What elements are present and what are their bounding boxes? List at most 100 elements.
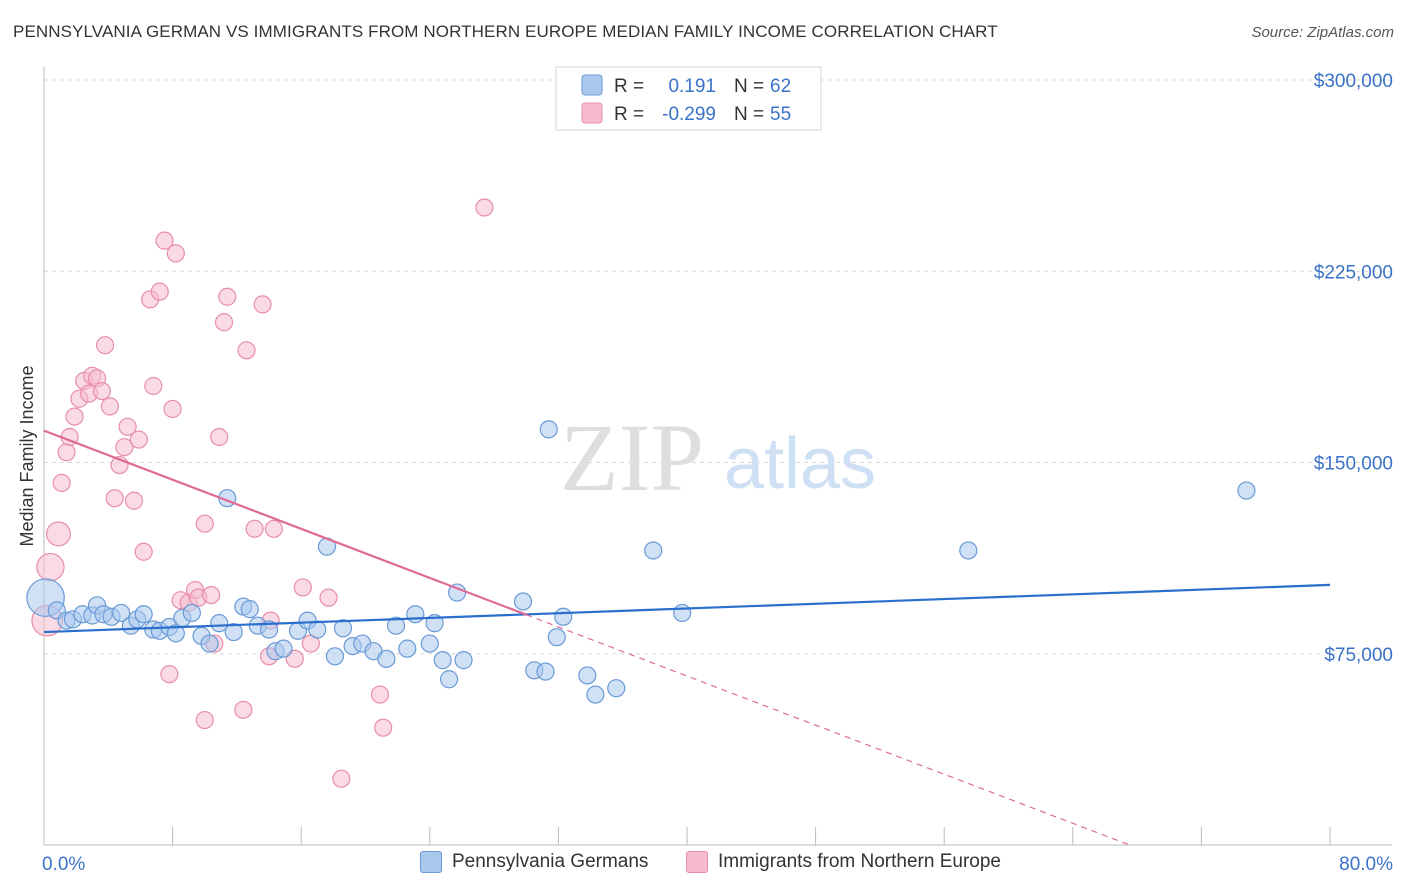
data-point-immigrants-northern-europe: [118, 417, 137, 436]
data-point-immigrants-northern-europe: [218, 287, 237, 306]
data-point-pennsylvania-germans: [166, 624, 185, 643]
data-point-pennsylvania-germans: [377, 649, 396, 668]
data-point-pennsylvania-germans: [673, 603, 692, 623]
data-point-immigrants-northern-europe: [285, 649, 304, 668]
legend-label-pennsylvania-germans: Pennsylvania Germans: [452, 851, 649, 872]
bottom-legend: Pennsylvania Germans Immigrants from Nor…: [0, 851, 1406, 879]
data-point-pennsylvania-germans: [333, 619, 353, 638]
watermark: ZIP atlas: [560, 404, 876, 511]
data-point-pennsylvania-germans: [420, 634, 439, 653]
stats-pink-n-label: N =: [734, 104, 764, 125]
series-immigrants-northern-europe: [31, 198, 494, 788]
data-point-immigrants-northern-europe: [100, 397, 120, 416]
data-point-pennsylvania-germans: [439, 670, 459, 689]
data-point-pennsylvania-germans: [539, 420, 558, 439]
data-point-immigrants-northern-europe: [155, 231, 174, 250]
data-point-pennsylvania-germans: [547, 628, 566, 647]
y-tick-label: $225,000: [1314, 262, 1393, 283]
data-point-pennsylvania-germans: [200, 634, 219, 653]
stats-pink-n-value: 55: [770, 104, 791, 125]
trend-line-pennsylvania-germans: [43, 583, 1331, 634]
x-tick-label-max: 80.0%: [1339, 854, 1393, 875]
data-point-immigrants-northern-europe: [237, 341, 256, 360]
data-point-immigrants-northern-europe: [245, 519, 264, 538]
data-point-immigrants-northern-europe: [253, 295, 272, 314]
data-point-pennsylvania-germans: [578, 666, 597, 685]
data-point-pennsylvania-germans: [607, 679, 626, 698]
data-point-pennsylvania-germans: [325, 647, 345, 666]
trend-lines: [43, 429, 1331, 846]
data-point-immigrants-northern-europe: [374, 718, 393, 737]
data-point-pennsylvania-germans: [210, 614, 229, 633]
data-point-immigrants-northern-europe: [92, 382, 111, 401]
y-tick-label: $150,000: [1314, 454, 1393, 475]
gridlines: [44, 79, 1392, 655]
data-point-pennsylvania-germans: [586, 685, 605, 704]
series-pennsylvania-germans: [26, 420, 1256, 704]
data-point-immigrants-northern-europe: [134, 542, 153, 561]
data-point-immigrants-northern-europe: [144, 376, 163, 396]
data-point-immigrants-northern-europe: [319, 588, 338, 607]
data-point-pennsylvania-germans: [398, 639, 417, 658]
y-axis-label: Median Family Income: [17, 365, 37, 546]
data-point-immigrants-northern-europe: [45, 521, 71, 547]
data-point-pennsylvania-germans: [644, 541, 663, 560]
data-point-pennsylvania-germans: [308, 620, 327, 639]
data-point-immigrants-northern-europe: [195, 710, 214, 730]
data-point-immigrants-northern-europe: [166, 244, 185, 263]
data-point-immigrants-northern-europe: [210, 427, 229, 447]
data-point-pennsylvania-germans: [240, 600, 259, 619]
chart-title: PENNSYLVANIA GERMAN VS IMMIGRANTS FROM N…: [13, 22, 998, 41]
data-point-immigrants-northern-europe: [370, 685, 390, 704]
data-point-pennsylvania-germans: [274, 639, 293, 658]
data-point-pennsylvania-germans: [554, 607, 573, 626]
data-point-immigrants-northern-europe: [105, 489, 124, 508]
data-point-pennsylvania-germans: [1237, 481, 1256, 500]
data-point-pennsylvania-germans: [182, 603, 201, 623]
legend-item-immigrants-northern-europe[interactable]: Immigrants from Northern Europe: [686, 851, 1001, 873]
legend-swatch-blue: [420, 851, 442, 873]
stats-pink-r-label: R =: [614, 104, 644, 125]
stats-legend: R = 0.191 N = 62 R = -0.299 N = 55: [555, 66, 822, 131]
data-point-immigrants-northern-europe: [264, 519, 283, 538]
stats-blue-swatch: [581, 74, 603, 96]
data-point-immigrants-northern-europe: [65, 407, 84, 426]
data-point-pennsylvania-germans: [259, 620, 279, 639]
x-tick-label-min: 0.0%: [42, 854, 85, 875]
data-point-immigrants-northern-europe: [150, 282, 169, 301]
trend-line-immigrants-northern-europe-extrapolated: [526, 614, 1130, 846]
data-point-pennsylvania-germans: [112, 603, 131, 623]
data-point-immigrants-northern-europe: [214, 313, 234, 332]
stats-blue-n-value: 62: [770, 76, 791, 97]
data-point-immigrants-northern-europe: [332, 769, 351, 788]
data-point-immigrants-northern-europe: [52, 473, 71, 492]
y-tick-label: $75,000: [1324, 645, 1393, 666]
data-point-immigrants-northern-europe: [57, 443, 76, 462]
y-axis-tick-labels: $75,000 $150,000 $225,000 $300,000: [1314, 71, 1393, 666]
data-point-pennsylvania-germans: [536, 662, 555, 681]
data-point-immigrants-northern-europe: [36, 552, 65, 582]
legend-item-pennsylvania-germans[interactable]: Pennsylvania Germans: [420, 851, 648, 873]
data-point-immigrants-northern-europe: [195, 514, 214, 533]
x-axis-tick-labels: 0.0% 80.0%: [42, 854, 1393, 875]
stats-pink-r-value: -0.299: [662, 104, 716, 125]
data-point-immigrants-northern-europe: [115, 438, 134, 457]
data-point-immigrants-northern-europe: [234, 700, 253, 719]
data-point-pennsylvania-germans: [513, 592, 533, 611]
data-point-pennsylvania-germans: [224, 622, 243, 642]
data-point-immigrants-northern-europe: [475, 198, 494, 217]
source-label: Source: ZipAtlas.com: [1251, 24, 1394, 41]
data-point-immigrants-northern-europe: [293, 578, 312, 597]
watermark-atlas: atlas: [724, 424, 876, 504]
stats-pink-swatch: [581, 102, 603, 124]
axes: [43, 67, 1392, 846]
stats-blue-r-value: 0.191: [668, 76, 716, 97]
data-point-immigrants-northern-europe: [160, 665, 179, 684]
data-point-pennsylvania-germans: [406, 605, 425, 624]
data-point-pennsylvania-germans: [386, 616, 406, 635]
stats-blue-r-label: R =: [614, 76, 644, 97]
data-point-immigrants-northern-europe: [163, 399, 182, 419]
watermark-zip: ZIP: [560, 404, 704, 511]
y-tick-label: $300,000: [1314, 71, 1393, 92]
